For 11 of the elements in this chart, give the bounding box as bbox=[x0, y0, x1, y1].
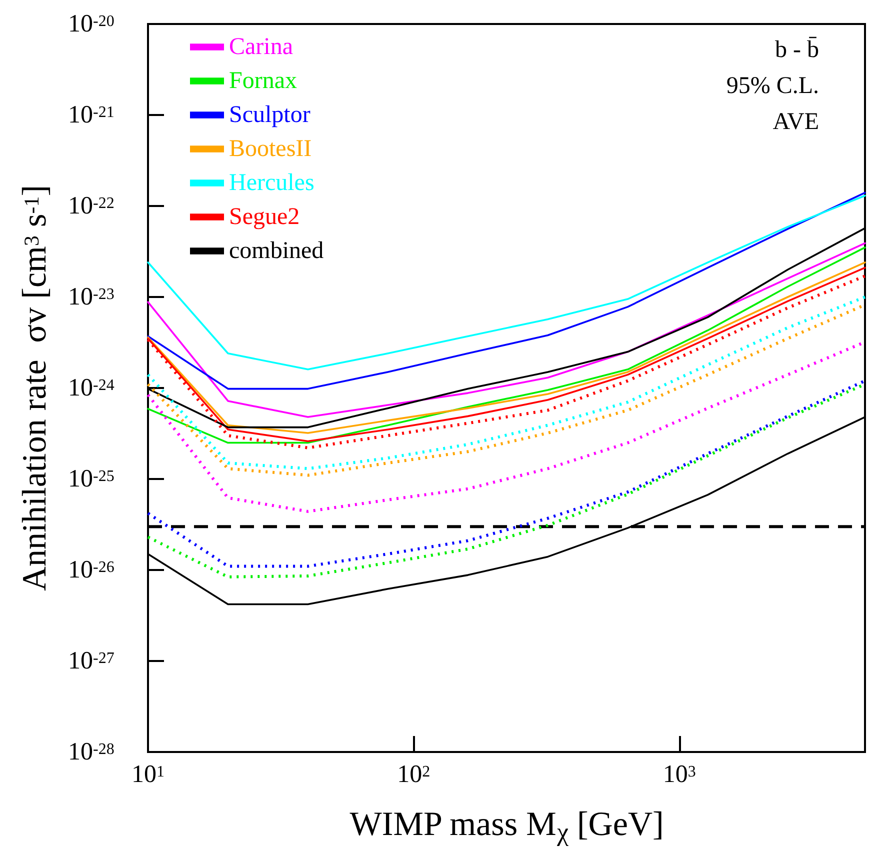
annotation: AVE bbox=[772, 109, 820, 135]
legend-label: Hercules bbox=[229, 170, 314, 196]
legend-label: BootesII bbox=[229, 136, 312, 162]
legend-label: Carina bbox=[229, 34, 294, 60]
legend-label: Sculptor bbox=[229, 102, 310, 128]
y-axis-title: Annihilation rate σv [cm3 s-1] bbox=[16, 184, 54, 592]
legend-label: Fornax bbox=[229, 68, 297, 94]
annotation: 95% C.L. bbox=[726, 73, 820, 99]
legend-label: combined bbox=[229, 238, 324, 264]
legend-label: Segue2 bbox=[229, 204, 300, 230]
annotation: b - b̄ bbox=[775, 36, 820, 63]
